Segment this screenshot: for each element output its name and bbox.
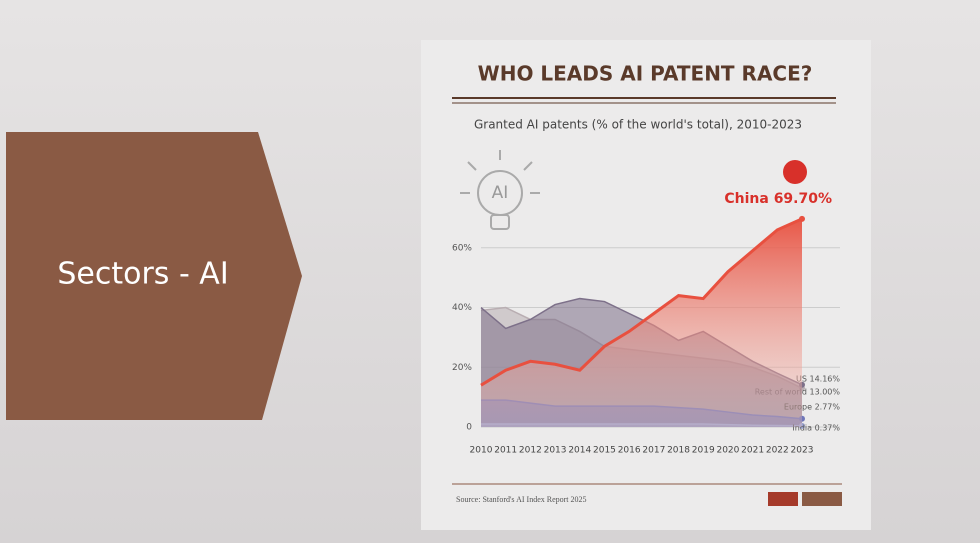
x-tick-label: 2023 [791,446,814,456]
x-tick-label: 2011 [494,446,517,456]
x-tick-label: 2018 [667,446,690,456]
x-tick-label: 2012 [519,446,542,456]
y-tick-label: 20% [452,363,472,373]
x-tick-label: 2021 [741,446,764,456]
y-tick-label: 60% [452,243,472,253]
icon-label: AI [492,183,509,203]
chart-title: WHO LEADS AI PATENT RACE? [478,62,813,86]
section-label: Sectors - AI [57,257,228,292]
x-tick-label: 2022 [766,446,789,456]
end-label: US 14.16% [796,375,840,384]
x-tick-label: 2010 [470,446,493,456]
y-tick-label: 0 [466,423,472,433]
chart-subtitle: Granted AI patents (% of the world's tot… [474,118,802,132]
end-label: Europe 2.77% [784,403,840,412]
line [480,217,803,387]
section-arrow [6,132,302,420]
x-tick-label: 2013 [544,446,567,456]
x-tick-label: 2017 [642,446,665,456]
end-point [799,215,805,222]
source: Source: Stanford's AI Index Report 2025 [456,495,587,504]
y-tick-label: 40% [452,303,472,313]
x-tick-label: 2016 [618,446,641,456]
logo [768,492,798,506]
end-label: India 0.37% [792,424,840,433]
end-label: China 69.70% [724,191,832,207]
flag [783,160,807,184]
x-tick-label: 2014 [568,446,591,456]
bulb-icon [460,150,540,230]
x-tick-label: 2015 [593,446,616,456]
logo [802,492,842,506]
x-tick-label: 2019 [692,446,715,456]
chart-card [421,40,871,530]
x-tick-label: 2020 [716,446,739,456]
